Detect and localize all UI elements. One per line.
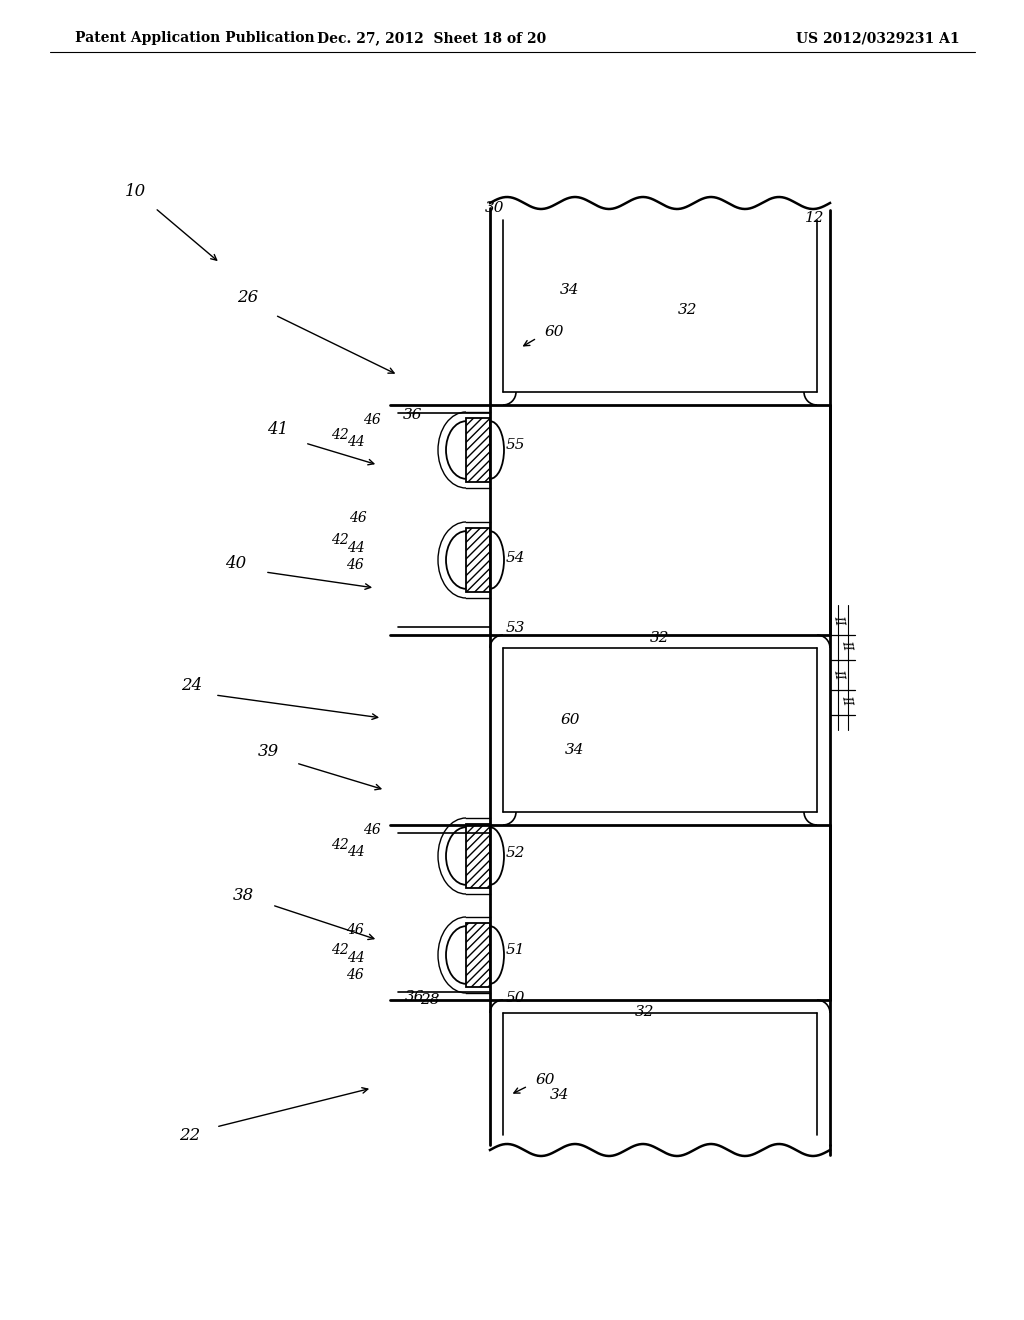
Text: 42: 42 [331, 428, 349, 442]
Text: 46: 46 [346, 558, 364, 572]
Text: 55: 55 [505, 438, 524, 451]
Text: II: II [840, 639, 854, 651]
Text: 44: 44 [347, 436, 365, 449]
Text: 32: 32 [650, 631, 670, 645]
Text: 46: 46 [349, 511, 367, 525]
Text: 28: 28 [420, 993, 439, 1007]
Text: 60: 60 [536, 1073, 555, 1086]
Text: II: II [840, 694, 854, 706]
Text: 54: 54 [505, 550, 524, 565]
Bar [466, 824, 490, 888]
Text: 60: 60 [544, 325, 564, 339]
Bar [466, 923, 490, 987]
Text: US 2012/0329231 A1: US 2012/0329231 A1 [797, 30, 961, 45]
Text: 44: 44 [347, 950, 365, 965]
Text: 10: 10 [124, 183, 145, 201]
Text: 42: 42 [331, 942, 349, 957]
Text: 30: 30 [485, 201, 505, 215]
Text: 42: 42 [331, 533, 349, 546]
Text: 51: 51 [505, 942, 524, 957]
Text: II: II [831, 614, 846, 626]
Text: 50: 50 [505, 991, 524, 1005]
Text: 53: 53 [505, 620, 524, 635]
Text: 34: 34 [560, 282, 580, 297]
Text: 36: 36 [403, 408, 423, 422]
Text: 46: 46 [346, 923, 364, 937]
Text: II: II [831, 668, 846, 680]
Text: 39: 39 [257, 743, 279, 760]
Text: 46: 46 [364, 413, 381, 426]
Text: 44: 44 [347, 845, 365, 859]
Text: 52: 52 [505, 846, 524, 861]
Text: 32: 32 [635, 1005, 654, 1019]
Text: 38: 38 [232, 887, 254, 903]
Text: 42: 42 [331, 838, 349, 851]
Text: 26: 26 [238, 289, 259, 306]
Text: 22: 22 [179, 1126, 201, 1143]
Text: 44: 44 [347, 541, 365, 554]
Text: 36: 36 [406, 990, 425, 1005]
Text: 40: 40 [225, 554, 247, 572]
Text: 12: 12 [805, 211, 824, 224]
Text: 60: 60 [560, 713, 580, 727]
Text: 46: 46 [346, 968, 364, 982]
Text: 41: 41 [267, 421, 289, 438]
Text: 46: 46 [364, 822, 381, 837]
Text: 32: 32 [678, 304, 697, 317]
Bar [466, 418, 490, 482]
Bar [466, 528, 490, 591]
Text: Dec. 27, 2012  Sheet 18 of 20: Dec. 27, 2012 Sheet 18 of 20 [317, 30, 547, 45]
Text: 34: 34 [565, 743, 585, 756]
Text: 24: 24 [181, 676, 203, 693]
Text: 34: 34 [550, 1088, 569, 1102]
Text: Patent Application Publication: Patent Application Publication [75, 30, 314, 45]
